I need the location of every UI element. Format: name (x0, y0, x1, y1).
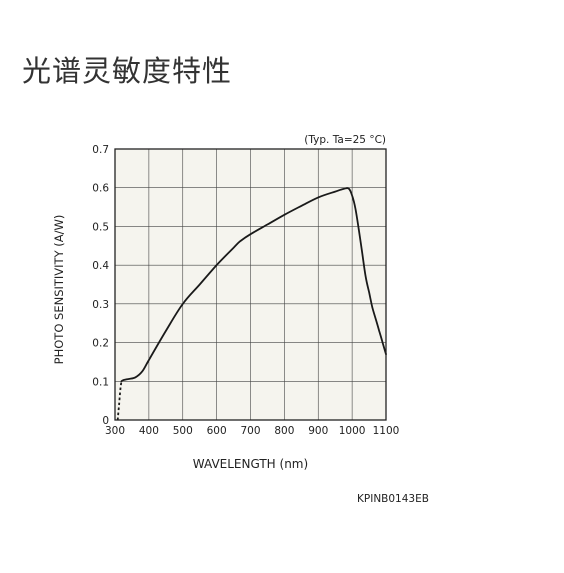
y-axis-ticks: 0 0.1 0.2 0.3 0.4 0.5 0.6 0.7 (92, 144, 109, 427)
x-tick-label: 1100 (373, 425, 400, 437)
x-axis-ticks: 300 400 500 600 700 800 900 1000 1100 (105, 425, 399, 437)
x-tick-label: 800 (274, 425, 294, 437)
y-tick-label: 0.6 (92, 183, 109, 195)
x-axis-label: WAVELENGTH (nm) (193, 457, 308, 471)
x-tick-label: 700 (240, 425, 260, 437)
y-tick-label: 0.1 (92, 376, 109, 388)
y-tick-label: 0.4 (92, 260, 109, 272)
y-tick-label: 0.5 (92, 221, 109, 233)
y-tick-label: 0.3 (92, 299, 109, 311)
sensitivity-curve (120, 187, 387, 383)
x-tick-label: 500 (173, 425, 193, 437)
sensitivity-curve-dashed (116, 381, 123, 421)
y-axis-label: PHOTO SENSITIVITY (A/W) (52, 215, 66, 365)
x-tick-label: 400 (139, 425, 159, 437)
x-tick-label: 1000 (339, 425, 366, 437)
page-title: 光谱灵敏度特性 (22, 54, 233, 88)
x-tick-label: 600 (207, 425, 227, 437)
y-tick-label: 0 (102, 415, 109, 427)
x-tick-label: 900 (308, 425, 328, 437)
series-layer (116, 187, 387, 421)
plot-frame (114, 148, 387, 421)
y-tick-label: 0.7 (92, 144, 109, 156)
x-tick-label: 300 (105, 425, 125, 437)
conditions-note: (Typ. Ta=25 °C) (304, 134, 386, 146)
document-code: KPINB0143EB (357, 493, 429, 505)
y-tick-label: 0.2 (92, 338, 109, 350)
